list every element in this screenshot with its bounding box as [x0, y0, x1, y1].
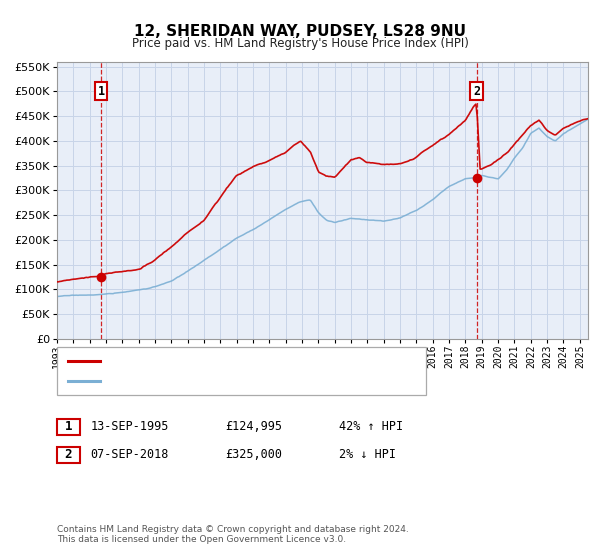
- Text: 2% ↓ HPI: 2% ↓ HPI: [339, 448, 396, 461]
- Text: 2: 2: [65, 448, 72, 461]
- Text: 2: 2: [473, 85, 480, 98]
- Text: 07-SEP-2018: 07-SEP-2018: [91, 448, 169, 461]
- Text: 12, SHERIDAN WAY, PUDSEY, LS28 9NU (detached house): 12, SHERIDAN WAY, PUDSEY, LS28 9NU (deta…: [107, 357, 428, 366]
- Text: Price paid vs. HM Land Registry's House Price Index (HPI): Price paid vs. HM Land Registry's House …: [131, 37, 469, 50]
- Text: 1: 1: [65, 420, 72, 433]
- Text: Contains HM Land Registry data © Crown copyright and database right 2024.
This d: Contains HM Land Registry data © Crown c…: [57, 525, 409, 544]
- Text: £124,995: £124,995: [225, 420, 282, 433]
- Text: 12, SHERIDAN WAY, PUDSEY, LS28 9NU: 12, SHERIDAN WAY, PUDSEY, LS28 9NU: [134, 24, 466, 39]
- Text: 13-SEP-1995: 13-SEP-1995: [91, 420, 169, 433]
- Text: 42% ↑ HPI: 42% ↑ HPI: [339, 420, 403, 433]
- Text: £325,000: £325,000: [225, 448, 282, 461]
- Text: 1: 1: [98, 85, 105, 98]
- Text: HPI: Average price, detached house, Leeds: HPI: Average price, detached house, Leed…: [107, 376, 346, 386]
